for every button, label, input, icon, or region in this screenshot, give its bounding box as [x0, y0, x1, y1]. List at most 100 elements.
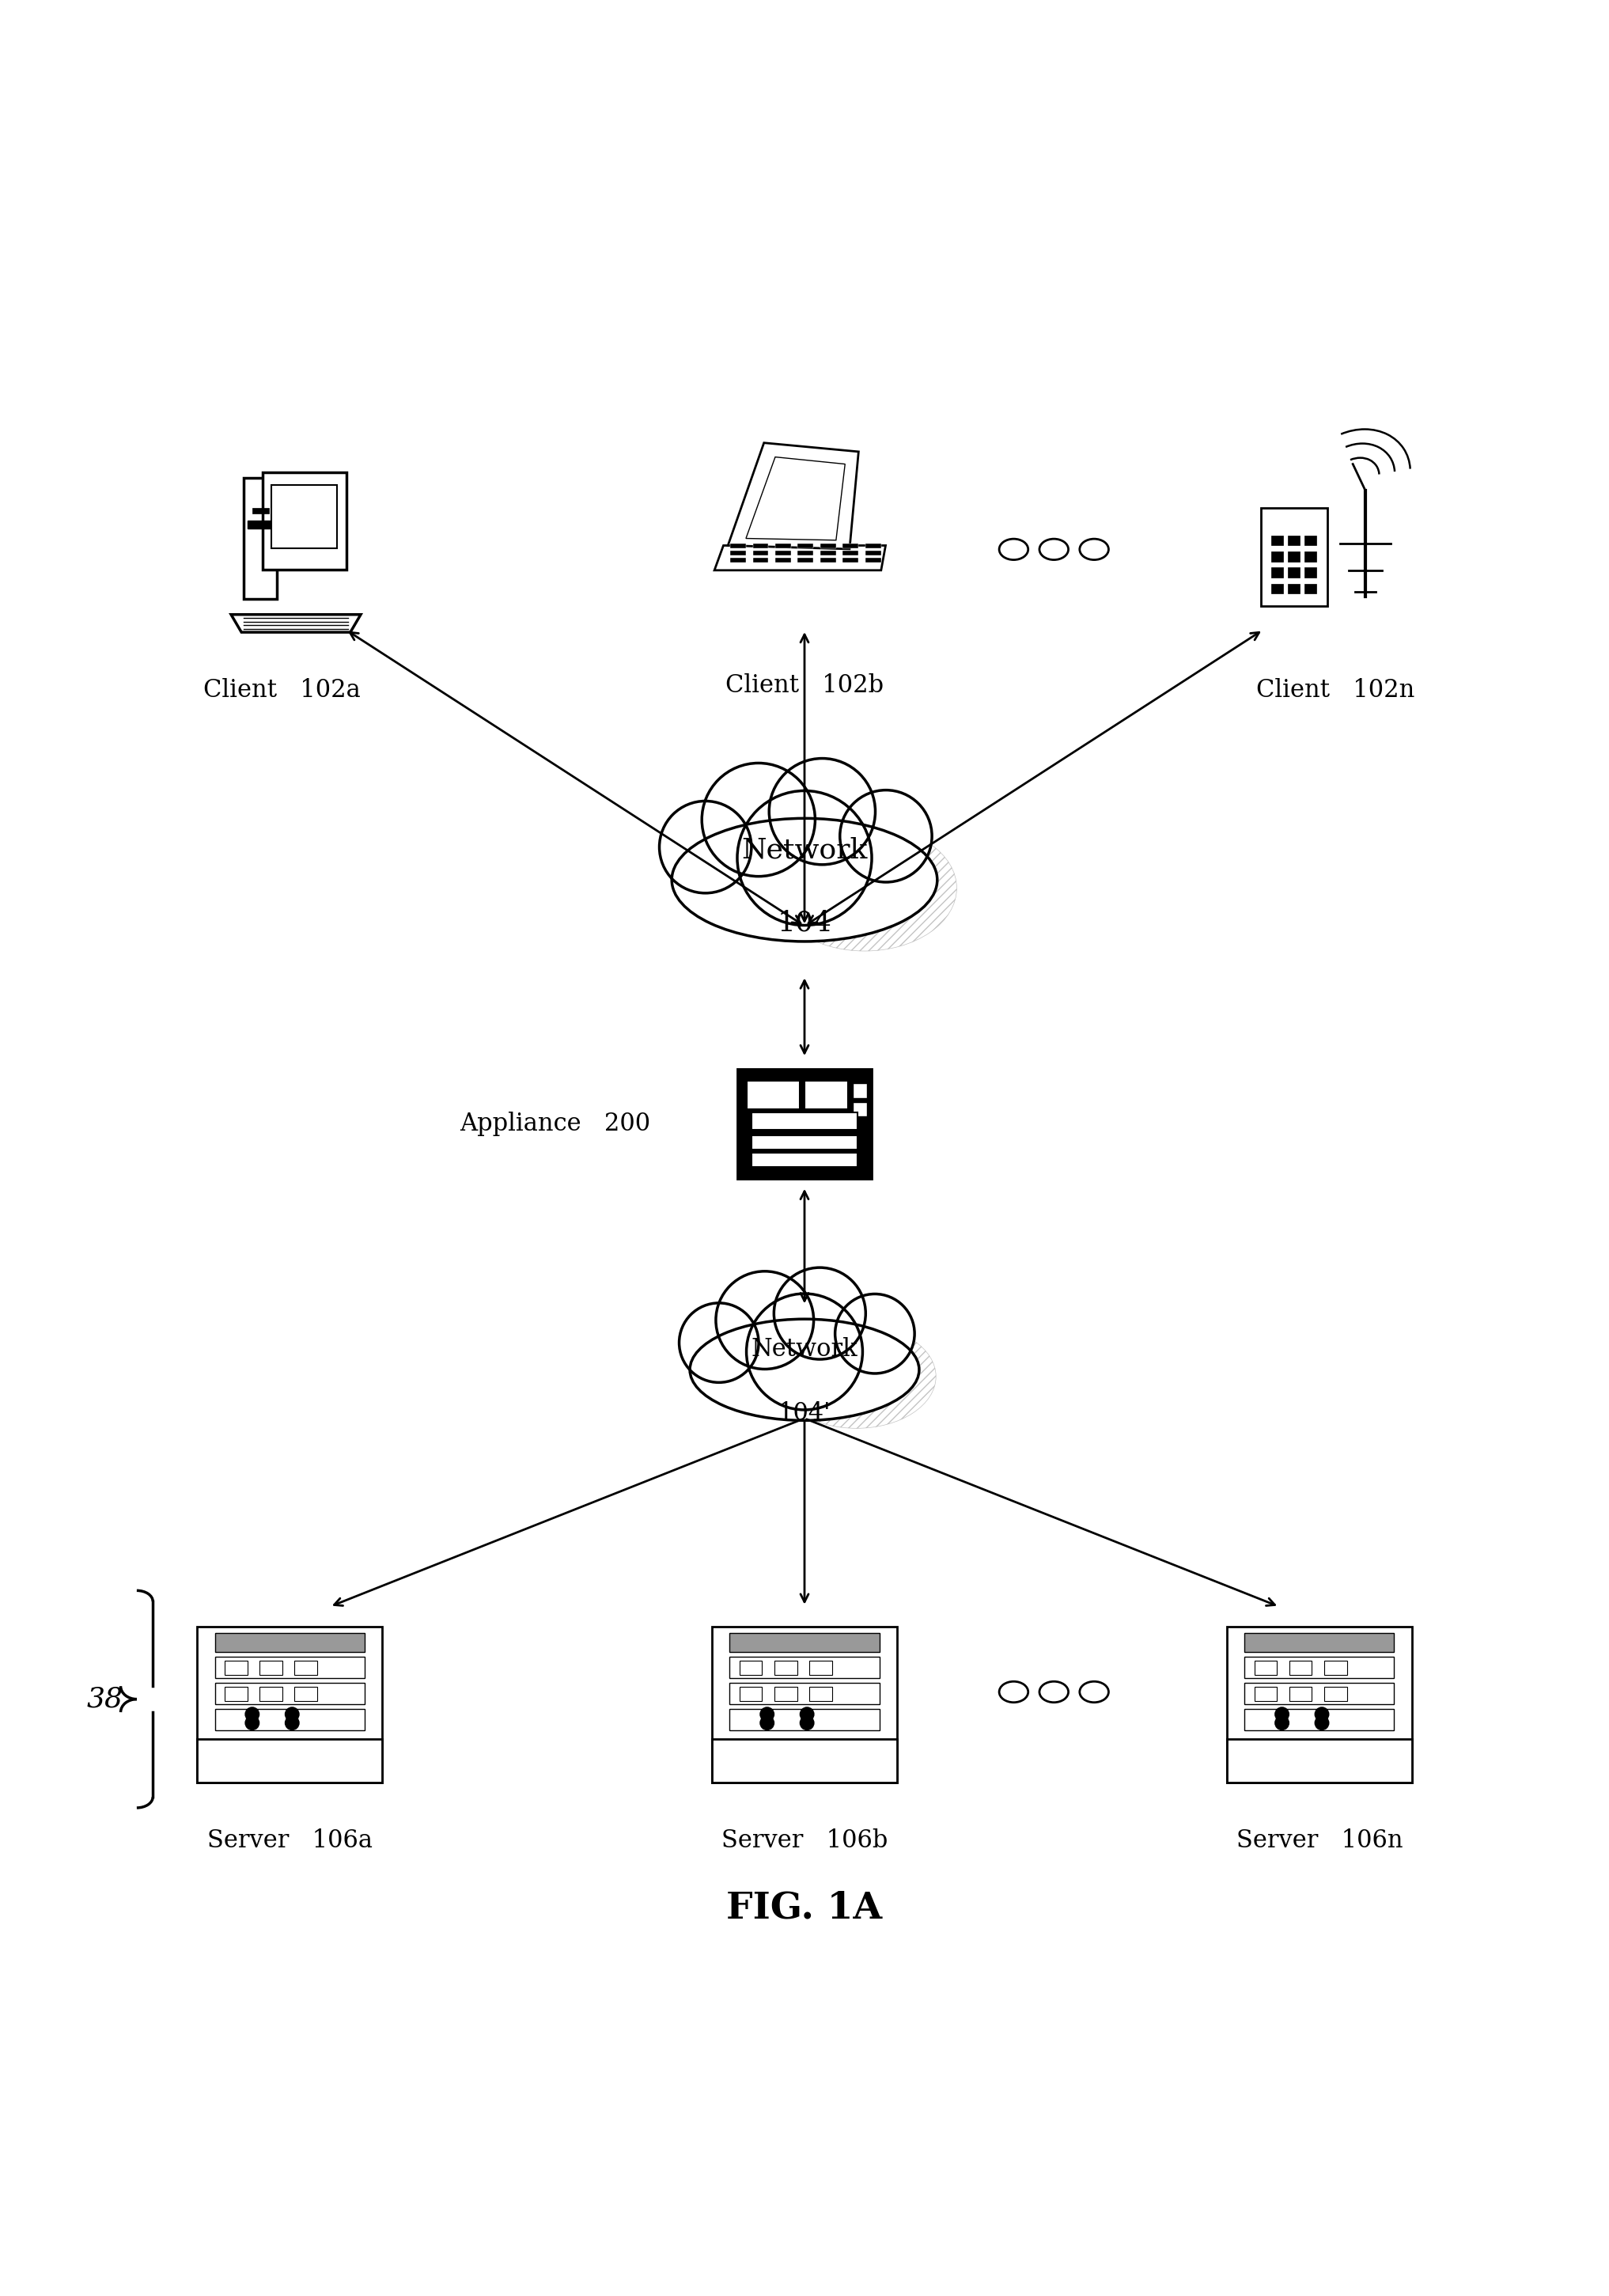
Bar: [294, 1688, 317, 1701]
Circle shape: [679, 1302, 759, 1382]
Bar: [753, 544, 769, 549]
Bar: [259, 1688, 282, 1701]
Circle shape: [702, 762, 816, 877]
Bar: [843, 558, 859, 563]
Bar: [1324, 1688, 1347, 1701]
Bar: [843, 544, 859, 549]
Circle shape: [747, 1293, 862, 1410]
Bar: [272, 484, 336, 549]
Circle shape: [737, 790, 872, 925]
Bar: [843, 551, 859, 556]
Bar: [1287, 535, 1300, 546]
Text: Server   106n: Server 106n: [1236, 1828, 1403, 1853]
Bar: [1287, 551, 1300, 563]
Bar: [1289, 1688, 1311, 1701]
Bar: [216, 1708, 364, 1731]
Circle shape: [1315, 1706, 1329, 1722]
Bar: [1271, 551, 1282, 563]
Bar: [740, 1688, 763, 1701]
Ellipse shape: [673, 817, 936, 941]
Ellipse shape: [690, 1320, 919, 1421]
Bar: [729, 1632, 879, 1653]
Bar: [751, 1153, 858, 1166]
Circle shape: [774, 1267, 866, 1359]
Bar: [216, 1683, 364, 1704]
Bar: [259, 1660, 282, 1676]
Bar: [262, 473, 346, 569]
Bar: [853, 1084, 867, 1097]
Bar: [776, 558, 792, 563]
Bar: [798, 558, 814, 563]
Bar: [1289, 1660, 1311, 1676]
Bar: [1245, 1632, 1393, 1653]
Bar: [853, 1102, 867, 1116]
Bar: [809, 1660, 832, 1676]
Circle shape: [1274, 1706, 1289, 1722]
Bar: [866, 544, 882, 549]
Bar: [216, 1632, 364, 1653]
Bar: [243, 478, 277, 599]
Bar: [821, 551, 837, 556]
Bar: [737, 1070, 872, 1178]
Bar: [1245, 1658, 1393, 1678]
Bar: [798, 551, 814, 556]
Bar: [1271, 535, 1282, 546]
Circle shape: [245, 1706, 259, 1722]
Circle shape: [759, 1715, 774, 1731]
Circle shape: [840, 790, 932, 882]
Bar: [1245, 1708, 1393, 1731]
Bar: [798, 544, 814, 549]
Bar: [198, 1740, 381, 1782]
Bar: [866, 551, 882, 556]
Text: Client   102b: Client 102b: [726, 673, 883, 698]
Text: Network: Network: [742, 836, 867, 863]
Circle shape: [769, 758, 875, 866]
Text: Client   102a: Client 102a: [203, 677, 360, 703]
Bar: [821, 558, 837, 563]
Polygon shape: [714, 546, 885, 569]
Bar: [1305, 567, 1316, 576]
Bar: [751, 1111, 858, 1130]
Bar: [730, 551, 747, 556]
Bar: [753, 551, 769, 556]
Bar: [216, 1658, 364, 1678]
Bar: [1324, 1660, 1347, 1676]
Bar: [753, 558, 769, 563]
Text: Network: Network: [751, 1336, 858, 1362]
Bar: [713, 1740, 896, 1782]
Bar: [253, 507, 269, 512]
Circle shape: [285, 1715, 299, 1731]
Bar: [751, 1137, 858, 1150]
Bar: [1305, 551, 1316, 563]
Text: Client   102n: Client 102n: [1257, 677, 1414, 703]
Bar: [1228, 1626, 1411, 1782]
Bar: [866, 558, 882, 563]
Bar: [1245, 1683, 1393, 1704]
Bar: [821, 544, 837, 549]
Circle shape: [716, 1272, 814, 1368]
Bar: [1305, 535, 1316, 546]
Circle shape: [1315, 1715, 1329, 1731]
Bar: [713, 1626, 896, 1782]
Bar: [1261, 507, 1327, 606]
Bar: [729, 1658, 879, 1678]
Circle shape: [245, 1715, 259, 1731]
Bar: [1228, 1740, 1411, 1782]
Bar: [774, 1688, 796, 1701]
Bar: [774, 1660, 796, 1676]
Text: 104': 104': [779, 1401, 830, 1426]
Bar: [1287, 567, 1300, 576]
Polygon shape: [232, 615, 360, 631]
Bar: [730, 558, 747, 563]
Circle shape: [759, 1706, 774, 1722]
Bar: [729, 1708, 879, 1731]
Circle shape: [1274, 1715, 1289, 1731]
Bar: [747, 1081, 800, 1109]
Text: Appliance   200: Appliance 200: [460, 1111, 650, 1137]
Bar: [225, 1660, 248, 1676]
Text: Server   106a: Server 106a: [208, 1828, 372, 1853]
Bar: [198, 1626, 381, 1782]
Bar: [804, 1081, 848, 1109]
Text: 38: 38: [87, 1685, 122, 1713]
Bar: [225, 1688, 248, 1701]
